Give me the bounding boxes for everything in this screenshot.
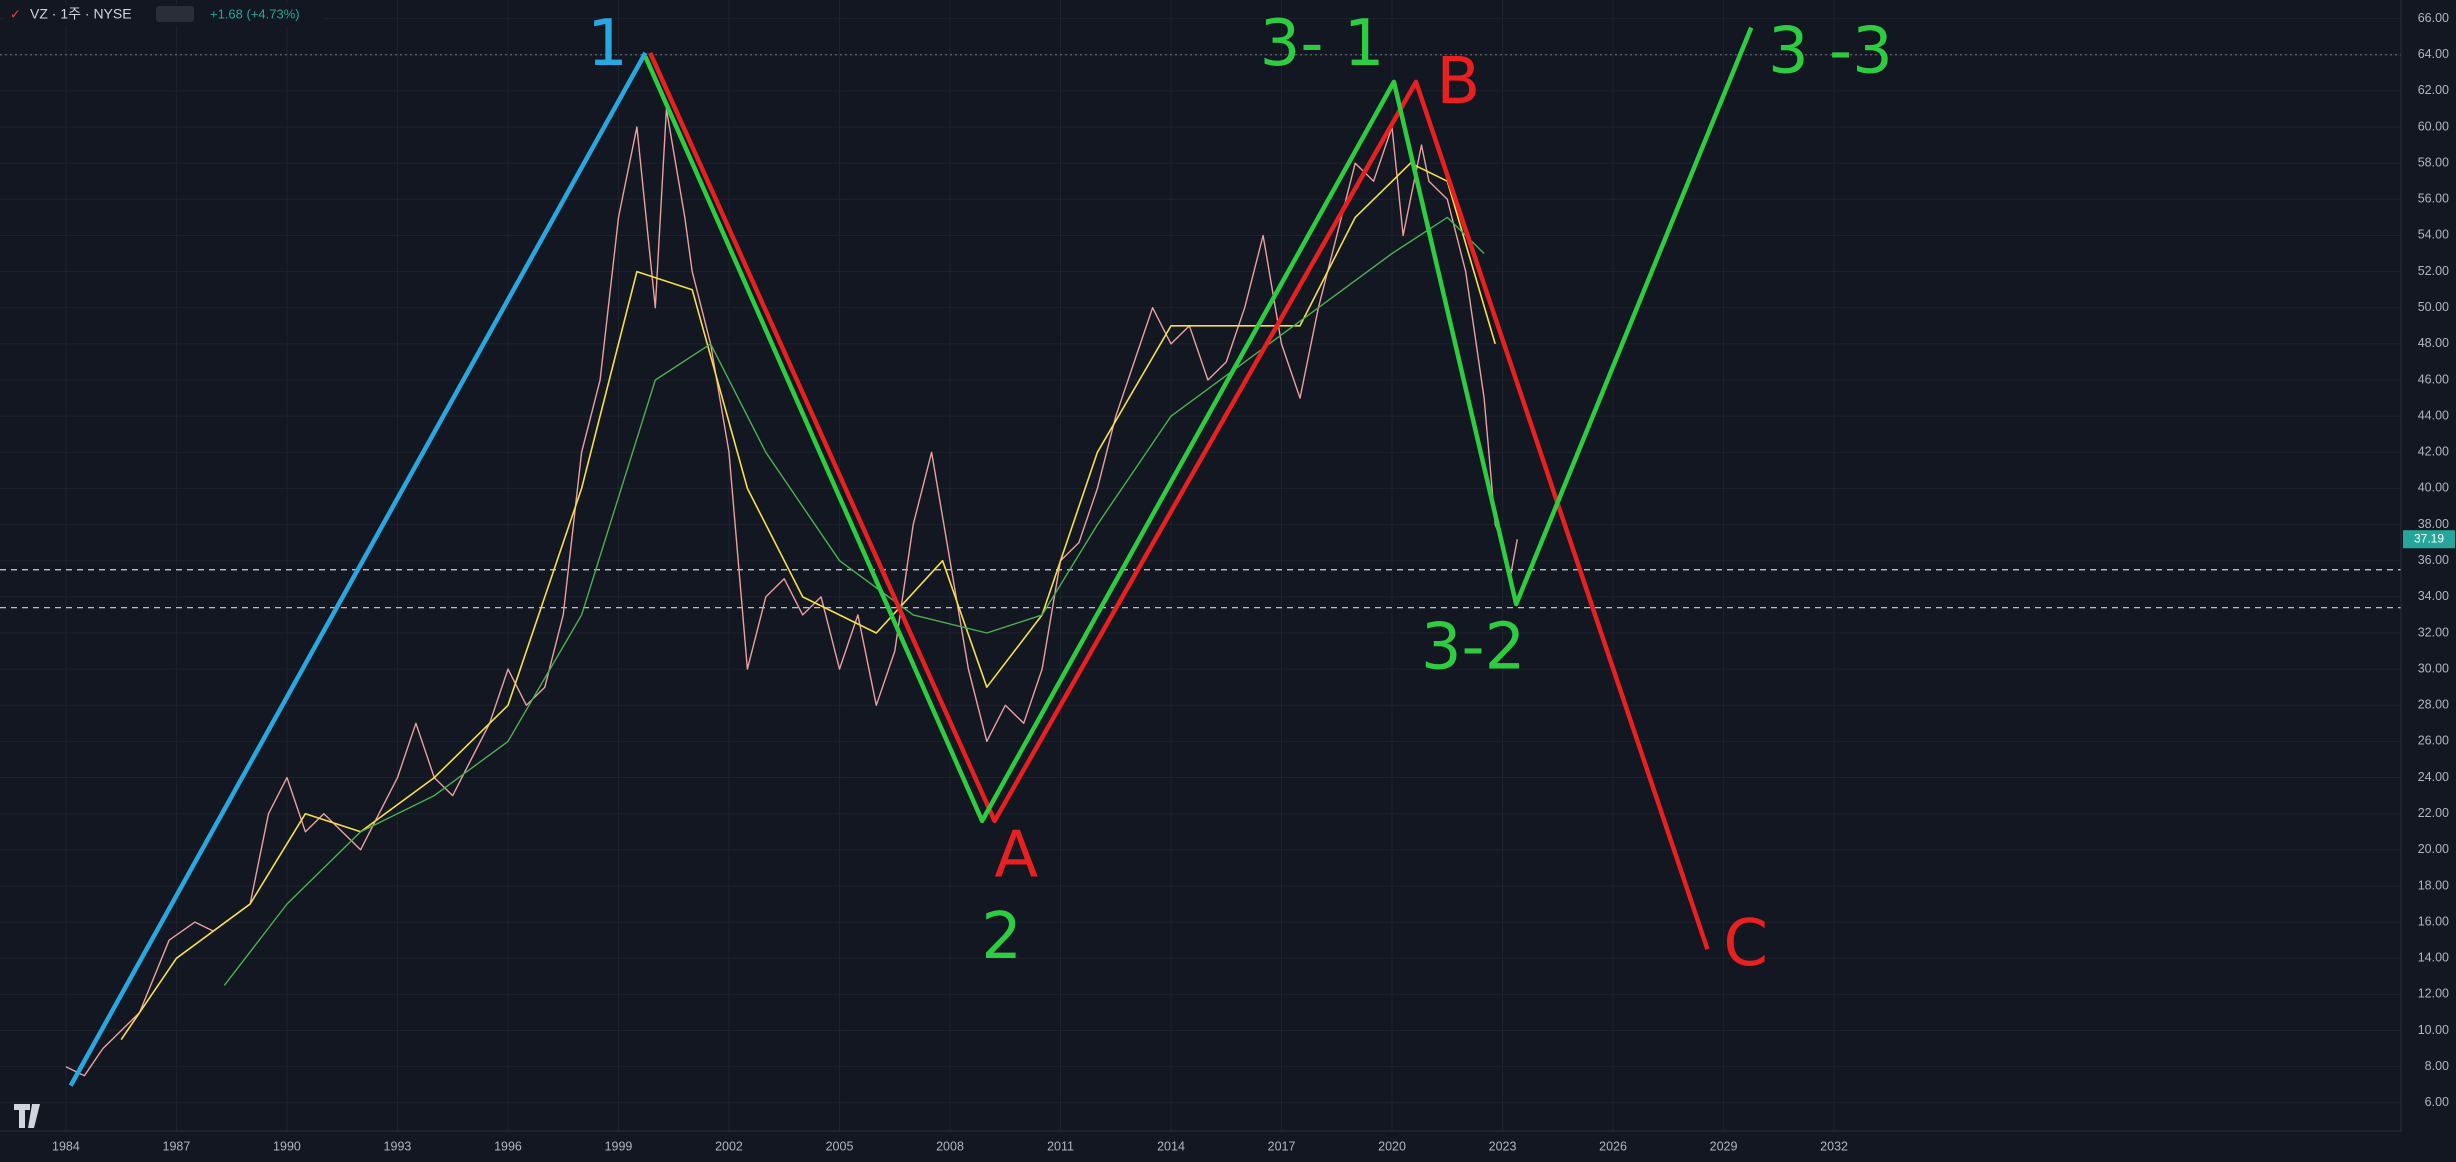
y-tick-label: 44.00 <box>2418 408 2449 422</box>
wave-label: B <box>1436 45 1480 119</box>
x-tick-label: 1984 <box>52 1139 80 1153</box>
x-tick-label: 2011 <box>1047 1139 1074 1153</box>
y-tick-label: 6.00 <box>2425 1095 2449 1109</box>
x-tick-label: 2032 <box>1820 1139 1848 1153</box>
x-tick-label: 2008 <box>936 1139 964 1153</box>
y-tick-label: 16.00 <box>2418 914 2449 928</box>
x-tick-label: 2017 <box>1268 1139 1296 1153</box>
y-tick-label: 52.00 <box>2418 264 2449 278</box>
axes: 6.008.0010.0012.0014.0016.0018.0020.0022… <box>52 11 2455 1153</box>
wave-label: 2 <box>981 900 1022 974</box>
drawn-line <box>68 51 648 1087</box>
drawn-line <box>648 51 1710 950</box>
price-axis <box>2401 0 2456 1162</box>
x-tick-label: 1993 <box>384 1139 412 1153</box>
logo-mark <box>14 1104 40 1128</box>
x-tick-label: 1999 <box>605 1139 633 1153</box>
y-tick-label: 66.00 <box>2418 11 2449 25</box>
x-tick-label: 1987 <box>163 1139 191 1153</box>
wave-label: A <box>994 818 1038 892</box>
y-tick-label: 24.00 <box>2418 770 2449 784</box>
y-tick-label: 12.00 <box>2418 987 2449 1001</box>
wave-label: C <box>1723 907 1768 981</box>
y-tick-label: 34.00 <box>2418 589 2449 603</box>
y-tick-label: 28.00 <box>2418 698 2449 712</box>
x-tick-label: 2023 <box>1489 1139 1517 1153</box>
drawn-line <box>643 26 1754 824</box>
y-tick-label: 32.00 <box>2418 625 2449 639</box>
y-tick-label: 14.00 <box>2418 951 2449 965</box>
status-icon: ✓ <box>10 6 21 21</box>
y-tick-label: 62.00 <box>2418 83 2449 97</box>
y-tick-label: 58.00 <box>2418 155 2449 169</box>
y-tick-label: 38.00 <box>2418 517 2449 531</box>
price-line <box>120 162 1496 1041</box>
y-tick-label: 48.00 <box>2418 336 2449 350</box>
x-tick-label: 2002 <box>715 1139 743 1153</box>
x-tick-label: 2029 <box>1710 1139 1738 1153</box>
y-tick-label: 8.00 <box>2425 1059 2449 1073</box>
indicator-toggle[interactable] <box>156 6 194 22</box>
y-tick-label: 50.00 <box>2418 300 2449 314</box>
plot-area: 1 2 3- 1 B A 3-2 3 -3 C <box>0 7 2401 1087</box>
y-tick-label: 56.00 <box>2418 192 2449 206</box>
x-tick-label: 2005 <box>826 1139 854 1153</box>
y-tick-label: 46.00 <box>2418 372 2449 386</box>
x-tick-label: 1996 <box>494 1139 522 1153</box>
wave-label: 1 <box>587 7 628 81</box>
x-tick-label: 2020 <box>1378 1139 1406 1153</box>
symbol-title: VZ · 1주 · NYSE <box>30 6 132 22</box>
y-tick-label: 30.00 <box>2418 661 2449 675</box>
y-tick-label: 26.00 <box>2418 734 2449 748</box>
y-tick-label: 10.00 <box>2418 1023 2449 1037</box>
y-tick-label: 42.00 <box>2418 445 2449 459</box>
wave-label: 3-2 <box>1421 611 1526 685</box>
last-price-label: 37.19 <box>2414 531 2444 545</box>
y-tick-label: 22.00 <box>2418 806 2449 820</box>
price-line <box>223 216 1485 986</box>
x-tick-label: 1990 <box>273 1139 301 1153</box>
grid <box>0 0 2401 1131</box>
x-tick-label: 2026 <box>1599 1139 1627 1153</box>
y-tick-label: 54.00 <box>2418 228 2449 242</box>
time-axis <box>0 1131 2456 1162</box>
y-tick-label: 60.00 <box>2418 119 2449 133</box>
wave-label: 3 -3 <box>1768 14 1893 88</box>
wave-label: 3- 1 <box>1260 7 1385 81</box>
x-tick-label: 2014 <box>1157 1139 1185 1153</box>
y-tick-label: 18.00 <box>2418 878 2449 892</box>
y-tick-label: 36.00 <box>2418 553 2449 567</box>
y-tick-label: 20.00 <box>2418 842 2449 856</box>
last-price-box <box>2403 530 2455 549</box>
y-tick-label: 64.00 <box>2418 47 2449 61</box>
logo <box>14 1104 40 1128</box>
y-tick-label: 40.00 <box>2418 481 2449 495</box>
price-change: +1.68 (+4.73%) <box>210 6 300 21</box>
price-line <box>65 108 1518 1077</box>
